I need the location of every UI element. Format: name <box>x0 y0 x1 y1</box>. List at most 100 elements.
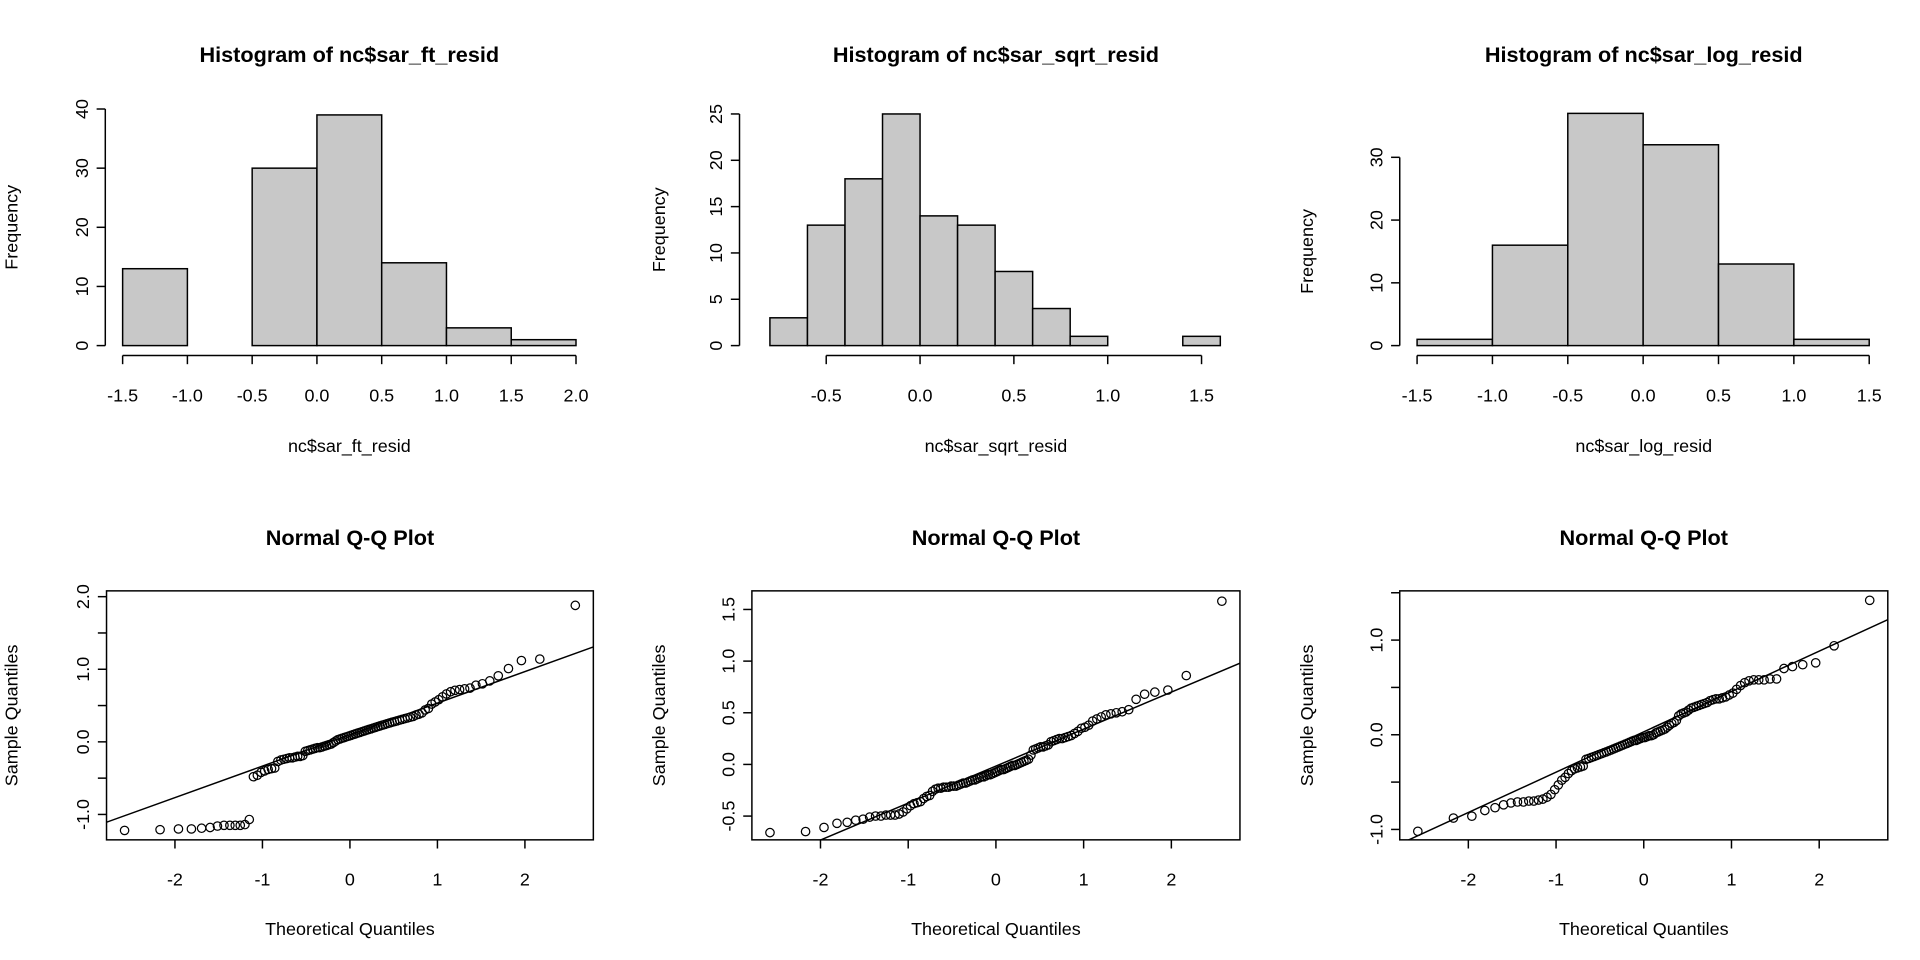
qq-point <box>832 818 842 829</box>
qq-point <box>1771 674 1782 684</box>
qq-point <box>1467 811 1477 822</box>
x-tick-label: -1.5 <box>1402 385 1433 405</box>
x-tick-label: 2 <box>1814 870 1824 890</box>
histogram-bar <box>445 327 512 347</box>
qq-point <box>1498 799 1509 810</box>
x-tick-label: -0.5 <box>1552 385 1583 405</box>
qq-point <box>1054 733 1065 744</box>
histogram-bar <box>1069 335 1109 347</box>
y-tick-label: 0 <box>1366 341 1386 351</box>
y-tick-label: 0 <box>72 341 92 351</box>
qq-points <box>765 596 1227 838</box>
x-tick-label: 0.0 <box>1631 385 1656 405</box>
qq-point <box>1533 795 1544 805</box>
x-axis-label: Theoretical Quantiles <box>911 919 1081 939</box>
qq-point <box>119 825 130 836</box>
x-tick-label: 0.5 <box>1001 385 1026 405</box>
y-tick-label: 40 <box>72 99 92 119</box>
y-tick-label: 20 <box>706 150 726 170</box>
qq-point <box>842 817 853 828</box>
x-tick-label: -1 <box>900 870 916 890</box>
x-tick-label: 2.0 <box>564 385 589 405</box>
histogram-bar <box>919 215 959 347</box>
x-tick-label: 0.5 <box>1706 385 1731 405</box>
chart-title: Histogram of nc$sar_sqrt_resid <box>833 42 1159 67</box>
qq-point <box>1073 726 1083 737</box>
qq-points <box>1412 595 1875 837</box>
qq-points <box>119 600 581 836</box>
x-tick-label: 1.5 <box>1189 385 1214 405</box>
qq-point <box>445 686 456 697</box>
x-tick-label: 0.0 <box>304 385 329 405</box>
y-axis-label: Sample Quantiles <box>649 644 669 786</box>
qq-point <box>870 811 881 821</box>
y-tick-label: 1.0 <box>73 657 93 682</box>
qq-point <box>235 820 246 831</box>
histogram-bar <box>1793 338 1870 347</box>
y-tick-label: -0.5 <box>719 801 739 832</box>
y-tick-label: 10 <box>706 243 726 263</box>
qq-point <box>1139 689 1150 700</box>
chart-title: Histogram of nc$sar_ft_resid <box>199 42 499 67</box>
qq-point <box>1787 661 1798 672</box>
x-tick-label: 2 <box>520 870 530 890</box>
qq-point <box>1810 657 1821 668</box>
qq-point <box>173 824 184 834</box>
histogram-bar <box>251 167 318 347</box>
x-axis-label: Theoretical Quantiles <box>1559 919 1729 939</box>
histogram-bar <box>956 224 996 347</box>
x-tick-label: 0.5 <box>369 385 394 405</box>
histogram-bar <box>844 178 884 347</box>
qq-point <box>516 655 527 666</box>
histogram-bar <box>316 114 383 347</box>
x-tick-label: -2 <box>167 870 183 890</box>
qq-reference-line <box>1407 618 1888 840</box>
y-tick-label: 15 <box>706 197 726 217</box>
qq-point <box>196 823 207 834</box>
qq-point <box>534 654 545 664</box>
qq-point <box>1506 798 1516 808</box>
x-axis-label: Theoretical Quantiles <box>265 919 435 939</box>
qq-reference-line <box>106 646 594 823</box>
y-tick-label: 1.5 <box>719 597 739 622</box>
qq-point <box>1673 710 1684 721</box>
x-tick-label: -0.5 <box>237 385 268 405</box>
y-tick-label: 1.0 <box>719 649 739 674</box>
x-tick-label: 0 <box>345 870 355 890</box>
qq-point <box>1797 659 1808 670</box>
qq-point <box>1518 797 1529 807</box>
qq-point <box>155 824 165 835</box>
qq-point <box>225 820 235 831</box>
plot-box <box>105 590 595 841</box>
qq-plot-panel: Normal Q-Q Plot Theoretical Quantiles Samp… <box>649 525 1241 939</box>
chart-title: Normal Q-Q Plot <box>266 525 434 550</box>
qq-point <box>890 810 900 820</box>
x-tick-label: 0.0 <box>908 385 933 405</box>
x-tick-label: -1 <box>254 870 270 890</box>
qq-point <box>230 820 241 831</box>
histogram-bar <box>1717 263 1795 347</box>
qq-point <box>941 782 951 792</box>
qq-point <box>1512 797 1523 807</box>
x-tick-label: 1 <box>1726 870 1736 890</box>
histogram-bar <box>769 317 809 347</box>
qq-reference-line <box>819 662 1240 840</box>
x-tick-label: 1 <box>1079 870 1089 890</box>
y-axis-label: Sample Quantiles <box>1297 644 1317 786</box>
qq-plot-panel: Normal Q-Q Plot Theoretical Quantiles Samp… <box>1 525 595 939</box>
histogram-panel: Histogram of nc$sar_ft_resid nc$sar_ft_re… <box>1 42 588 457</box>
qq-plot-panel: Normal Q-Q Plot Theoretical Quantiles Samp… <box>1297 525 1889 939</box>
y-axis-label: Frequency <box>1297 209 1317 294</box>
qq-point <box>881 810 891 820</box>
y-tick-label: 0.0 <box>1366 722 1386 747</box>
qq-point <box>503 663 514 674</box>
y-axis-label: Frequency <box>1 185 21 270</box>
x-tick-label: 1.5 <box>1857 385 1882 405</box>
qq-point <box>1150 687 1160 697</box>
histogram-bar <box>881 113 921 347</box>
qq-point <box>1523 796 1534 806</box>
qq-point <box>244 814 255 825</box>
qq-point <box>1753 675 1764 685</box>
qq-point <box>186 824 197 834</box>
qq-point <box>1217 596 1227 607</box>
